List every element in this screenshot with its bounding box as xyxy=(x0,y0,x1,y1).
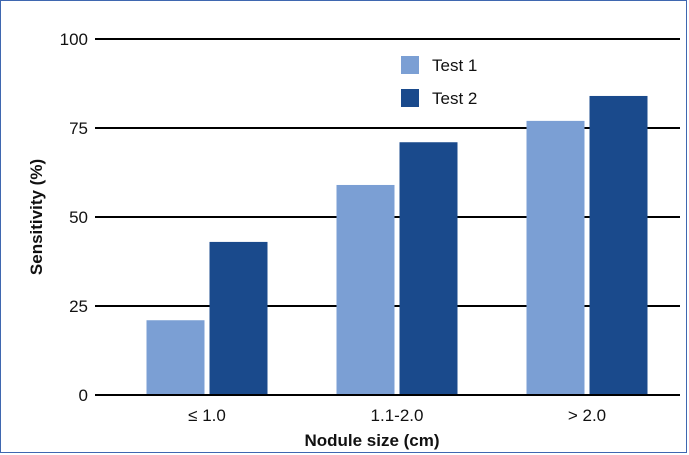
legend: Test 1 Test 2 xyxy=(401,56,477,108)
bar-series1-cat2 xyxy=(336,184,395,395)
bar-series2-cat3 xyxy=(589,95,648,396)
y-tick-label: 50 xyxy=(69,208,88,227)
legend-swatch-test-2 xyxy=(401,89,419,107)
bar-series1-cat1 xyxy=(146,320,205,395)
y-tick-label: 100 xyxy=(60,30,88,49)
bar-series1-cat3 xyxy=(526,120,585,395)
x-tick-label: > 2.0 xyxy=(568,406,606,425)
y-tick-labels: 0 25 50 75 100 xyxy=(60,30,88,405)
bar-series2-cat2 xyxy=(399,142,458,395)
bar-series2-cat1 xyxy=(209,241,268,395)
y-axis-title: Sensitivity (%) xyxy=(27,159,46,275)
bars xyxy=(95,95,680,396)
x-tick-label: ≤ 1.0 xyxy=(188,406,226,425)
legend-label-test-1: Test 1 xyxy=(432,56,477,75)
legend-label-test-2: Test 2 xyxy=(432,89,477,108)
legend-swatch-test-1 xyxy=(401,56,419,74)
y-tick-label: 25 xyxy=(69,297,88,316)
x-axis-title: Nodule size (cm) xyxy=(304,431,439,450)
x-tick-label: 1.1-2.0 xyxy=(371,406,424,425)
y-tick-label: 0 xyxy=(79,386,88,405)
y-tick-label: 75 xyxy=(69,119,88,138)
x-tick-labels: ≤ 1.0 1.1-2.0 > 2.0 xyxy=(188,406,606,425)
